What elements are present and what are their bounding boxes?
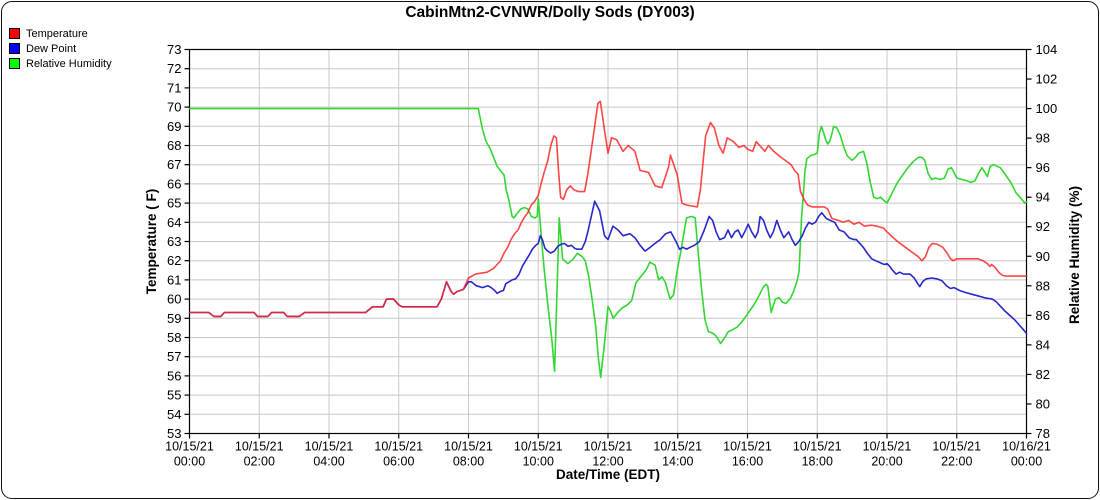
y-right-tick-label: 82 — [1036, 367, 1050, 382]
x-tick-label-time: 06:00 — [383, 455, 414, 469]
x-tick-label-time: 10:00 — [523, 455, 554, 469]
x-tick-label-date: 10/15/21 — [932, 440, 981, 454]
y-right-tick-label: 78 — [1036, 426, 1050, 441]
legend-label-dew-point: Dew Point — [26, 42, 77, 55]
x-tick-label-time: 02:00 — [244, 455, 275, 469]
y-left-tick-label: 55 — [167, 388, 181, 403]
y-right-tick-label: 100 — [1036, 101, 1058, 116]
y-right-axis-title: Relative Humidity (%) — [1067, 186, 1082, 324]
y-left-tick-label: 72 — [167, 61, 181, 76]
chart-title: CabinMtn2-CVNWR/Dolly Sods (DY003) — [405, 4, 695, 21]
y-left-tick-label: 60 — [167, 292, 181, 307]
x-tick-label-time: 00:00 — [1011, 455, 1042, 469]
x-tick-label-date: 10/15/21 — [793, 440, 842, 454]
x-tick-label-date: 10/15/21 — [444, 440, 493, 454]
series-dew-point-line — [188, 200, 1028, 335]
x-tick-label-time: 20:00 — [871, 455, 902, 469]
y-left-tick-label: 64 — [167, 215, 181, 230]
y-right-tick-label: 80 — [1036, 396, 1050, 411]
y-right-tick-label: 88 — [1036, 278, 1050, 293]
x-axis-title: Date/Time (EDT) — [556, 467, 660, 482]
y-left-tick-label: 63 — [167, 234, 181, 249]
axis-labels: Temperature ( F) Relative Humidity (%) D… — [144, 186, 1082, 482]
x-tick-label-date: 10/15/21 — [584, 440, 633, 454]
x-tick-label-date: 10/15/21 — [165, 440, 214, 454]
x-tick-label-time: 04:00 — [313, 455, 344, 469]
x-tick-label-time: 14:00 — [662, 455, 693, 469]
temperature-swatch-icon — [9, 28, 20, 39]
y-left-tick-label: 73 — [167, 42, 181, 57]
y-left-tick-label: 56 — [167, 368, 181, 383]
y-right-tick-label: 102 — [1036, 72, 1058, 87]
y-left-tick-label: 59 — [167, 311, 181, 326]
x-tick-label-time: 16:00 — [732, 455, 763, 469]
y-right-tick-label: 98 — [1036, 131, 1050, 146]
x-tick-label-time: 22:00 — [941, 455, 972, 469]
x-tick-label-date: 10/15/21 — [863, 440, 912, 454]
y-left-tick-label: 62 — [167, 253, 181, 268]
legend-label-relative-humidity: Relative Humidity — [26, 57, 112, 70]
legend-item-dew-point: Dew Point — [9, 41, 112, 56]
y-right-tick-label: 104 — [1036, 42, 1058, 57]
y-left-tick-label: 68 — [167, 138, 181, 153]
y-left-axis-title: Temperature ( F) — [144, 189, 159, 295]
y-right-tick-label: 92 — [1036, 219, 1050, 234]
x-tick-label-date: 10/15/21 — [235, 440, 284, 454]
y-left-tick-label: 70 — [167, 100, 181, 115]
axes: 53 54 55 56 57 58 59 60 61 62 63 64 65 66 67 68 69 70 71 72… — [165, 42, 1057, 469]
gridlines — [189, 49, 1027, 434]
x-tick-label-time: 00:00 — [174, 455, 205, 469]
y-left-tick-label: 67 — [167, 157, 181, 172]
y-left-tick-label: 58 — [167, 330, 181, 345]
relative-humidity-swatch-icon — [9, 58, 20, 69]
x-tick-label-date: 10/15/21 — [514, 440, 563, 454]
y-right-tick-label: 94 — [1036, 190, 1050, 205]
x-tick-label-date: 10/16/21 — [1002, 440, 1051, 454]
y-left-tick-label: 61 — [167, 272, 181, 287]
series-relative-humidity-line — [188, 107, 1028, 379]
x-tick-label-time: 08:00 — [453, 455, 484, 469]
y-right-tick-label: 84 — [1036, 337, 1050, 352]
legend-item-relative-humidity: Relative Humidity — [9, 56, 112, 71]
y-right-tick-label: 90 — [1036, 249, 1050, 264]
x-tick-label-date: 10/15/21 — [374, 440, 423, 454]
x-tick-label-date: 10/15/21 — [723, 440, 772, 454]
series-lines — [188, 100, 1028, 379]
y-right-tick-label: 86 — [1036, 308, 1050, 323]
y-left-tick-label: 69 — [167, 119, 181, 134]
y-left-tick-label: 65 — [167, 196, 181, 211]
y-left-tick-label: 71 — [167, 80, 181, 95]
legend-label-temperature: Temperature — [26, 27, 88, 40]
x-tick-label-time: 18:00 — [802, 455, 833, 469]
x-tick-label-date: 10/15/21 — [305, 440, 354, 454]
y-left-tick-label: 54 — [167, 407, 181, 422]
x-tick-label-date: 10/15/21 — [653, 440, 702, 454]
legend-item-temperature: Temperature — [9, 26, 112, 41]
chart-legend: Temperature Dew Point Relative Humidity — [9, 26, 112, 71]
series-temperature-line — [188, 100, 1028, 318]
y-left-tick-label: 66 — [167, 176, 181, 191]
dew-point-swatch-icon — [9, 43, 20, 54]
y-right-tick-label: 96 — [1036, 160, 1050, 175]
y-left-tick-label: 57 — [167, 349, 181, 364]
y-left-tick-label: 53 — [167, 426, 181, 441]
x-tick-label-time: 12:00 — [592, 455, 623, 469]
